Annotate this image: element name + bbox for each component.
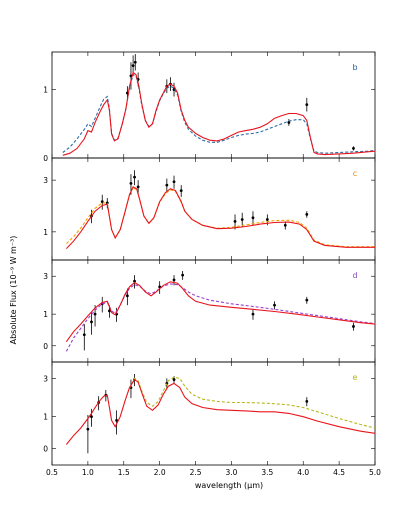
observation-points xyxy=(86,374,309,454)
data-point xyxy=(133,279,136,283)
data-point xyxy=(129,181,133,185)
plot-area xyxy=(65,374,375,454)
data-point xyxy=(165,183,169,187)
data-point xyxy=(115,418,118,422)
x-tick-label: 2.5 xyxy=(190,468,202,477)
data-point xyxy=(305,400,309,403)
data-point xyxy=(172,378,176,381)
panel-b: 0 1 b xyxy=(43,51,376,163)
data-point xyxy=(251,216,255,220)
x-tick-label: 1.5 xyxy=(118,468,130,477)
y-tick-label: 0 xyxy=(43,445,48,454)
panels: 0 1 b 1 3 c 0 1 3 d 0.5 1.0 1.5 2.0 2.5 3.0 3.5 4.0 4.5 5.0… xyxy=(43,51,381,477)
data-point xyxy=(305,103,309,107)
observation-points xyxy=(125,54,355,151)
plot-area xyxy=(62,54,375,156)
x-tick-label: 1.0 xyxy=(82,468,94,477)
data-point xyxy=(305,298,309,302)
y-tick-label: 3 xyxy=(43,176,48,185)
data-point xyxy=(125,294,129,298)
data-point xyxy=(82,333,86,337)
plot-area xyxy=(66,170,375,249)
data-point xyxy=(131,64,135,68)
y-tick-label: 0 xyxy=(43,154,48,163)
data-point xyxy=(133,175,136,179)
observation-points xyxy=(82,270,355,351)
x-tick-label: 2.0 xyxy=(154,468,166,477)
panel-e: 0.5 1.0 1.5 2.0 2.5 3.0 3.5 4.0 4.5 5.0 0 1 3 e xyxy=(43,361,381,477)
data-point xyxy=(136,185,140,189)
data-point xyxy=(287,121,291,124)
data-point xyxy=(90,415,93,419)
y-tick-label: 1 xyxy=(43,413,48,422)
panel-letter: b xyxy=(352,63,357,72)
series-model-line xyxy=(62,71,375,156)
panel-letter: c xyxy=(353,169,357,178)
y-tick-label: 1 xyxy=(43,86,48,95)
x-tick-label: 3.0 xyxy=(225,468,237,477)
panel-letter: e xyxy=(353,373,358,382)
data-point xyxy=(86,427,90,431)
data-point xyxy=(240,218,244,221)
series-model-line xyxy=(65,281,375,343)
data-point xyxy=(233,219,237,223)
data-point xyxy=(181,273,185,277)
data-point xyxy=(133,60,137,64)
x-tick-label: 4.5 xyxy=(333,468,345,477)
data-point xyxy=(93,312,97,316)
y-tick-label: 0 xyxy=(43,342,48,351)
data-point xyxy=(305,212,309,216)
data-point xyxy=(251,312,255,316)
series-comparison-line xyxy=(129,376,375,429)
panel-frame xyxy=(51,361,376,466)
y-tick-label: 3 xyxy=(43,374,48,383)
panel-d: 0 1 3 d xyxy=(43,259,376,363)
y-tick-label: 1 xyxy=(43,310,48,319)
data-point xyxy=(352,325,355,328)
x-axis-title: wavelength (μm) xyxy=(195,481,263,490)
data-point xyxy=(273,303,276,307)
series-model-line xyxy=(65,378,375,445)
y-tick-label: 1 xyxy=(43,228,48,237)
y-tick-label: 3 xyxy=(43,272,48,281)
x-tick-label: 3.5 xyxy=(261,468,273,477)
data-point xyxy=(100,200,104,204)
plot-area xyxy=(65,270,375,352)
data-point xyxy=(105,201,109,205)
series-comparison-line xyxy=(66,187,375,248)
data-point xyxy=(172,180,176,184)
data-point xyxy=(352,147,355,150)
data-point xyxy=(90,320,93,324)
panel-letter: d xyxy=(352,271,357,280)
data-point xyxy=(283,223,287,227)
series-model-line xyxy=(66,186,375,249)
y-axis-title: Absolute Flux (10⁻⁹ W m⁻³) xyxy=(9,236,18,345)
x-tick-label: 0.5 xyxy=(46,468,58,477)
data-point xyxy=(265,218,269,221)
observation-points xyxy=(90,170,309,230)
panel-frame xyxy=(51,259,376,363)
data-point xyxy=(172,278,176,282)
x-tick-label: 4.0 xyxy=(297,468,309,477)
series-comparison-line xyxy=(65,283,375,352)
panel-c: 1 3 c xyxy=(43,157,376,261)
x-tick-label: 5.0 xyxy=(369,468,381,477)
data-point xyxy=(179,189,183,193)
